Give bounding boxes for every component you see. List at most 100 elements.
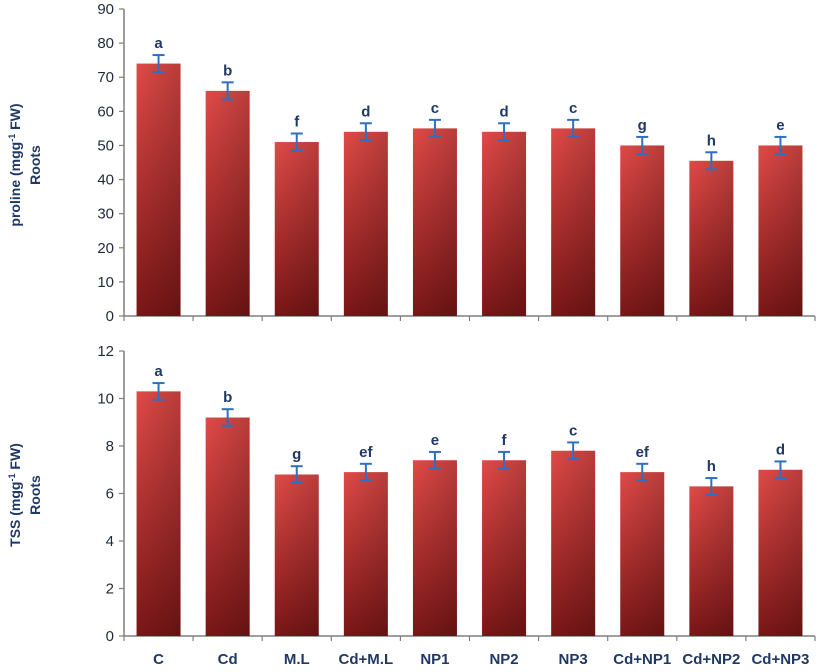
proline-ylabel-main: proline (mgg: [7, 142, 23, 227]
proline-y-tick-label: 0: [106, 308, 114, 325]
svg-text:proline (mgg-1 FW): proline (mgg-1 FW): [7, 103, 23, 226]
proline-bar-shade: [343, 131, 388, 316]
proline-y-tick-label: 50: [97, 137, 114, 154]
proline-error-bar: [359, 122, 372, 142]
proline-error-bar: [774, 135, 787, 155]
tss-error-bar: [428, 450, 441, 470]
proline-error-bar: [705, 151, 718, 171]
tss-error-bar: [567, 441, 580, 461]
tss-significance-letter: c: [569, 422, 577, 439]
x-category-label: M.L: [284, 651, 310, 668]
tss-bar-shade: [205, 417, 250, 636]
tss-ylabel-tail: FW): [7, 443, 23, 473]
tss-significance-letter: a: [154, 363, 163, 380]
proline-y-tick-label: 90: [97, 1, 114, 18]
proline-bar-shade: [274, 142, 319, 316]
tss-y-tick-label: 8: [106, 438, 114, 455]
proline-significance-letter: g: [638, 117, 647, 134]
tss-error-bar: [774, 460, 787, 480]
tss-significance-letter: b: [223, 389, 232, 406]
proline-error-bar: [636, 135, 649, 155]
proline-significance-letter: c: [569, 100, 577, 117]
proline-significance-letter: d: [499, 103, 508, 120]
proline-y-tick-label: 40: [97, 172, 114, 189]
proline-significance-letter: f: [294, 114, 300, 131]
proline-ylabel-tail: FW): [7, 103, 23, 133]
tss-bar-shade: [136, 391, 181, 636]
proline-error-bar: [567, 118, 580, 138]
tss-bar-shade: [551, 450, 596, 636]
proline-error-bar: [152, 54, 165, 74]
proline-significance-letter: b: [223, 62, 232, 79]
proline-bar-shade: [136, 63, 181, 317]
tss-significance-letter: h: [707, 458, 716, 475]
proline-error-bar: [290, 132, 303, 152]
tss-error-bar: [221, 408, 234, 427]
proline-bar-shade: [482, 131, 527, 316]
x-category-label: NP3: [559, 651, 588, 668]
tss-bar-shade: [343, 472, 388, 636]
x-category-label: Cd+NP1: [613, 651, 671, 668]
proline-y-tick-label: 30: [97, 206, 114, 223]
tss-y-axis-label: TSS (mgg-1 FW) Roots: [7, 443, 43, 547]
x-category-label: NP1: [420, 651, 449, 668]
proline-bar-shade: [758, 145, 803, 316]
x-category-label: NP2: [489, 651, 518, 668]
proline-y-tick-label: 80: [97, 35, 114, 52]
proline-bar-shade: [412, 128, 457, 316]
proline-bar-shade: [689, 160, 734, 316]
tss-bar-shade: [620, 472, 665, 636]
proline-y-axis-label: proline (mgg-1 FW) Roots: [7, 103, 43, 226]
tss-y-tick-label: 12: [97, 343, 114, 360]
tss-bar-shade: [274, 474, 319, 636]
x-category-label: Cd: [218, 651, 238, 668]
proline-bar-shade: [620, 145, 665, 316]
x-category-label: Cd+NP2: [682, 651, 740, 668]
tss-significance-letter: e: [431, 432, 439, 449]
tss-y-tick-label: 2: [106, 581, 114, 598]
tss-bar-shade: [412, 460, 457, 636]
tss-significance-letter: ef: [359, 444, 373, 461]
proline-error-bar: [221, 81, 234, 101]
tss-bar-shade: [482, 460, 527, 636]
proline-significance-letter: h: [707, 132, 716, 149]
tss-chart: 0 2 4 6 8 10 12 C Cd M.L Cd+M.L NP1 NP2 NP3 Cd+NP1 Cd+N…: [7, 343, 816, 668]
tss-y-tick-label: 6: [106, 486, 114, 503]
tss-significance-letter: g: [292, 446, 301, 463]
tss-ylabel-roots: Roots: [27, 475, 43, 515]
proline-significance-letter: d: [361, 103, 370, 120]
proline-ylabel-sup: -1: [7, 134, 17, 142]
x-category-label: C: [153, 651, 164, 668]
tss-error-bar: [290, 465, 303, 484]
proline-significance-letter: e: [776, 117, 784, 134]
proline-error-bar: [428, 118, 441, 138]
tss-error-bar: [359, 462, 372, 482]
tss-ylabel-main: TSS (mgg: [7, 482, 23, 547]
proline-significance-letter: c: [431, 100, 439, 117]
x-category-label: Cd+NP3: [751, 651, 809, 668]
tss-error-bar: [152, 382, 165, 401]
tss-significance-letter: ef: [636, 444, 650, 461]
proline-error-bar: [498, 122, 511, 142]
proline-significance-letter: a: [154, 35, 163, 52]
tss-y-tick-label: 10: [97, 391, 114, 408]
proline-bars: a b f d c d c g h e: [136, 35, 803, 317]
proline-y-tick-label: 60: [97, 103, 114, 120]
tss-significance-letter: d: [776, 441, 785, 458]
tss-y-tick-label: 0: [106, 628, 114, 645]
tss-significance-letter: f: [502, 432, 508, 449]
proline-ylabel-roots: Roots: [27, 145, 43, 185]
tss-bar-shade: [689, 486, 734, 636]
proline-chart: 0 10 20 30 40 50 60 70 80 90 a b f d c d c g h e proline (…: [7, 1, 816, 325]
tss-error-bar: [705, 477, 718, 496]
tss-bar-shade: [758, 469, 803, 636]
proline-bar-shade: [205, 90, 250, 316]
svg-text:TSS (mgg-1 FW): TSS (mgg-1 FW): [7, 443, 23, 547]
tss-error-bar: [498, 450, 511, 470]
tss-y-tick-label: 4: [106, 533, 114, 550]
tss-ylabel-sup: -1: [7, 473, 17, 481]
proline-y-tick-label: 70: [97, 69, 114, 86]
proline-y-tick-label: 10: [97, 274, 114, 291]
